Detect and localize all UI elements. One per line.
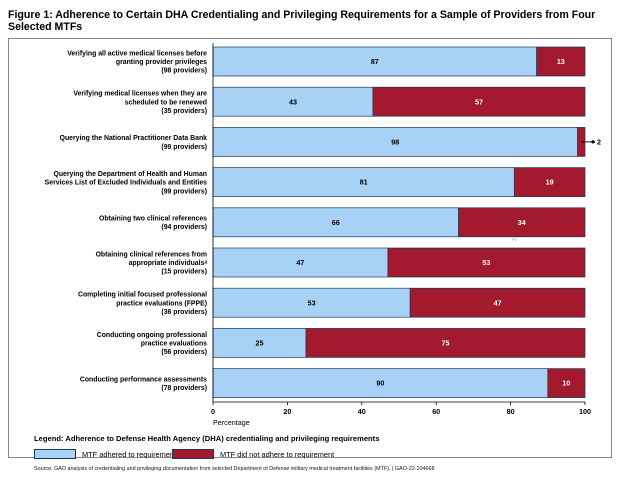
data-label: 81: [360, 178, 368, 187]
category-label: (36 providers): [161, 309, 207, 316]
category-label: (99 providers): [161, 144, 207, 151]
data-label: 19: [546, 178, 554, 187]
data-label: 53: [482, 258, 490, 267]
bar-not-adhered: [513, 167, 586, 197]
category-label: Querying the Department of Health and Hu…: [53, 171, 207, 178]
data-label-dot: [591, 140, 595, 144]
data-label: 34: [518, 218, 526, 227]
bar-chart: Verifying all active medical licenses be…: [8, 38, 612, 458]
category-label: Querying the National Practitioner Data …: [60, 135, 208, 142]
category-label: (99 providers): [161, 188, 207, 195]
category-label: Conducting performance assessments: [80, 376, 207, 383]
category-label: Verifying medical licenses when they are: [73, 91, 207, 98]
x-tick-label: 80: [507, 407, 515, 416]
bar-not-adhered: [458, 207, 586, 238]
data-label: 87: [371, 57, 379, 66]
data-label: 53: [308, 298, 316, 307]
category-label: Completing initial focused professional: [78, 292, 207, 299]
category-label: practice evaluations (FPPE): [116, 300, 207, 307]
data-label: 43: [289, 97, 297, 106]
category-label: scheduled to be renewed: [125, 99, 207, 106]
data-label: 25: [256, 339, 264, 348]
category-label: (56 providers): [161, 349, 207, 356]
legend-label-not-adhered: MTF did not adhere to requirement: [220, 449, 335, 459]
bar-not-adhered: [305, 328, 586, 358]
category-label: Conducting ongoing professional: [97, 332, 207, 339]
data-label: 13: [557, 57, 565, 66]
x-tick-label: 100: [579, 407, 591, 416]
bar-adhered: [212, 287, 411, 318]
category-label: (35 providers): [161, 108, 207, 115]
x-tick-label: 60: [432, 407, 440, 416]
category-label: Services List of Excluded Individuals an…: [45, 180, 208, 187]
bar-not-adhered: [536, 46, 586, 77]
bar-adhered: [212, 46, 537, 77]
category-label: Verifying all active medical licenses be…: [67, 51, 207, 58]
category-label: Obtaining clinical references from: [96, 252, 207, 259]
category-label: granting provider privileges: [116, 59, 207, 66]
legend-swatch-not-adhered: [172, 449, 214, 459]
chart-border: [8, 38, 612, 458]
category-label: (94 providers): [161, 224, 207, 231]
x-tick-label: 20: [283, 407, 291, 416]
legend-item-not-adhered: MTF did not adhere to requirement: [172, 448, 334, 460]
bar-not-adhered: [372, 86, 586, 117]
bar-adhered: [212, 328, 307, 358]
chart-area: Verifying all active medical licenses be…: [8, 38, 612, 458]
annotation-text: Al: [512, 237, 517, 243]
data-label: 75: [442, 339, 450, 348]
category-label: appropriate individualsᵃ: [129, 260, 208, 267]
bar-not-adhered: [409, 287, 586, 318]
data-label: 47: [296, 258, 304, 267]
legend-swatch-adhered: [34, 449, 76, 459]
data-label: 66: [332, 218, 340, 227]
data-label: 98: [391, 138, 399, 147]
bar-adhered: [212, 247, 389, 278]
x-axis-label: Percentage: [213, 418, 250, 427]
legend-item-adhered: MTF adhered to requirement: [34, 448, 176, 460]
source-note: Source: GAO analysis of credentialing an…: [34, 466, 435, 472]
category-label: (78 providers): [161, 385, 207, 392]
legend-title: Legend: Adherence to Defense Health Agen…: [34, 434, 380, 443]
category-label: (98 providers): [161, 68, 207, 75]
legend-label-adhered: MTF adhered to requirement: [82, 449, 177, 459]
bar-not-adhered: [547, 368, 586, 398]
category-label: (15 providers): [161, 269, 207, 276]
x-tick-label: 40: [358, 407, 366, 416]
x-tick-label: 0: [211, 407, 215, 416]
category-label: Obtaining two clinical references: [99, 216, 207, 223]
data-label: 57: [475, 97, 483, 106]
data-label: 2: [597, 138, 601, 147]
category-label: practice evaluations: [141, 341, 207, 348]
chart-title: Figure 1: Adherence to Certain DHA Crede…: [8, 9, 596, 33]
data-label: 10: [562, 379, 570, 388]
bar-not-adhered: [387, 247, 586, 278]
data-label: 90: [376, 379, 384, 388]
data-label: 47: [494, 298, 502, 307]
